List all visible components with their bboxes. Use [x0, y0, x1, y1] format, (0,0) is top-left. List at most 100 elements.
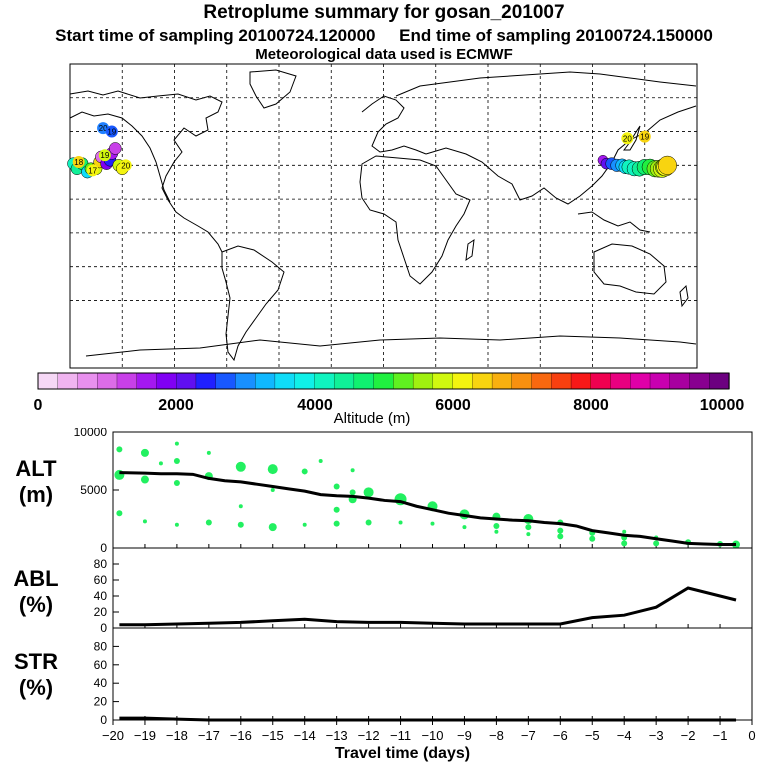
plume-day-label: 17: [88, 166, 97, 175]
alt-label: ALT: [15, 456, 57, 481]
plume-day-label: 20: [623, 134, 632, 143]
altitude-dot: [235, 461, 246, 472]
colorbar-cell: [610, 372, 631, 390]
str-panel-label: STR (%): [0, 649, 72, 701]
x-tick-label: −18: [166, 728, 188, 743]
colorbar-cells: [37, 372, 730, 390]
colorbar-cell: [709, 372, 730, 390]
alt-panel-label: ALT (m): [0, 456, 72, 508]
sampling-times: Start time of sampling 20100724.120000 E…: [0, 26, 768, 46]
x-tick-label: −13: [326, 728, 348, 743]
altitude-dot: [140, 475, 149, 484]
y-tick-label: 20: [94, 605, 108, 619]
end-time-label: End time of sampling 20100724.150000: [399, 26, 713, 45]
x-tick-label: −12: [358, 728, 380, 743]
y-tick-label: 20: [94, 695, 108, 709]
plume-day-label: 19: [640, 133, 649, 142]
altitude-dot: [116, 446, 123, 453]
x-tick-label: −16: [230, 728, 252, 743]
colorbar-cell: [235, 372, 256, 390]
altitude-dot: [142, 519, 147, 524]
colorbar-cell: [689, 372, 710, 390]
greenland: [249, 69, 297, 109]
met-data-label: Meteorological data used is ECMWF: [255, 46, 513, 63]
antarctica: [85, 335, 697, 357]
plume-day-label: 20: [121, 161, 130, 170]
plume-dot: [109, 142, 122, 155]
x-tick-label: −1: [713, 728, 728, 743]
x-tick-label: −3: [649, 728, 664, 743]
colorbar-cell: [472, 372, 493, 390]
plume-day-label: 19: [100, 151, 109, 160]
x-axis-title: Travel time (days): [335, 745, 470, 762]
mean-altitude-line: [119, 471, 737, 547]
north-america-west: [69, 111, 171, 203]
altitude-dot: [205, 519, 212, 526]
x-tick-label: −8: [489, 728, 504, 743]
start-time-label: Start time of sampling 20100724.120000: [55, 26, 376, 45]
europe-coast: [361, 95, 427, 155]
colorbar-axis-label: Altitude (m): [334, 410, 411, 427]
colorbar-cell: [491, 372, 513, 390]
altitude-dot: [653, 540, 660, 547]
colorbar-cell: [551, 372, 572, 390]
colorbar-cell: [77, 372, 98, 390]
altitude-dot: [268, 523, 277, 532]
colorbar-cell: [176, 372, 197, 390]
plume-day-label: 20: [99, 124, 108, 133]
y-tick-label: 0: [100, 541, 107, 555]
y-tick-label: 10000: [74, 428, 108, 439]
plume-label-dot: [638, 130, 651, 143]
altitude-dot: [398, 520, 403, 525]
colorbar-tick-label: 6000: [435, 397, 471, 414]
colorbar-frame: [37, 372, 730, 390]
plume-day-label: 19: [107, 128, 116, 137]
chart-title: Retroplume summary for gosan_201007: [203, 2, 565, 23]
altitude-dot: [237, 521, 244, 528]
colorbar-cell: [432, 372, 454, 390]
colorbar-cell: [590, 372, 612, 390]
altitude-dot: [430, 521, 435, 526]
abl-series-line: [119, 586, 737, 627]
map-gridlines: [70, 64, 697, 368]
altitude-dot: [174, 522, 179, 527]
colorbar-tick-label: 4000: [297, 397, 333, 414]
y-tick-label: 5000: [80, 483, 107, 497]
abl-unit: (%): [18, 592, 54, 617]
altitude-dot: [173, 480, 180, 487]
x-tick-label: −10: [421, 728, 443, 743]
altitude-colorbar: 0 2000 4000 6000 8000 10000 Altitude (m): [34, 372, 745, 427]
altitude-dot: [350, 468, 355, 473]
southeast-asia-islands: [577, 211, 651, 233]
altitude-dot: [301, 468, 308, 475]
altitude-dot: [589, 535, 596, 542]
colorbar-cell: [630, 372, 651, 390]
altitude-dot: [158, 461, 163, 466]
colorbar-tick-label: 0: [34, 397, 43, 414]
altitude-dot: [267, 464, 278, 475]
colorbar-cell: [195, 372, 217, 390]
altitude-dot: [621, 540, 628, 547]
colorbar-ticks: 0 2000 4000 6000 8000 10000: [34, 397, 745, 414]
altitude-dot: [333, 483, 340, 490]
altitude-dot: [318, 459, 323, 463]
x-tick-label: −7: [521, 728, 536, 743]
altitude-dot: [333, 506, 340, 513]
colorbar-cell: [37, 372, 59, 390]
altitude-dot: [270, 488, 275, 492]
colorbar-cell: [373, 372, 395, 390]
australia: [593, 243, 667, 295]
colorbar-cell: [97, 372, 118, 390]
colorbar-tick-label: 10000: [700, 397, 745, 414]
panel-frame: [112, 547, 753, 629]
altitude-dot: [494, 529, 499, 534]
y-tick-label: 60: [94, 573, 108, 587]
altitude-dot: [363, 487, 374, 498]
plume-label-dot: [105, 125, 118, 138]
altitude-dot: [525, 524, 532, 531]
colorbar-cell: [57, 372, 79, 390]
x-tick-label: −20: [102, 728, 124, 743]
str-series-line: [119, 716, 737, 722]
